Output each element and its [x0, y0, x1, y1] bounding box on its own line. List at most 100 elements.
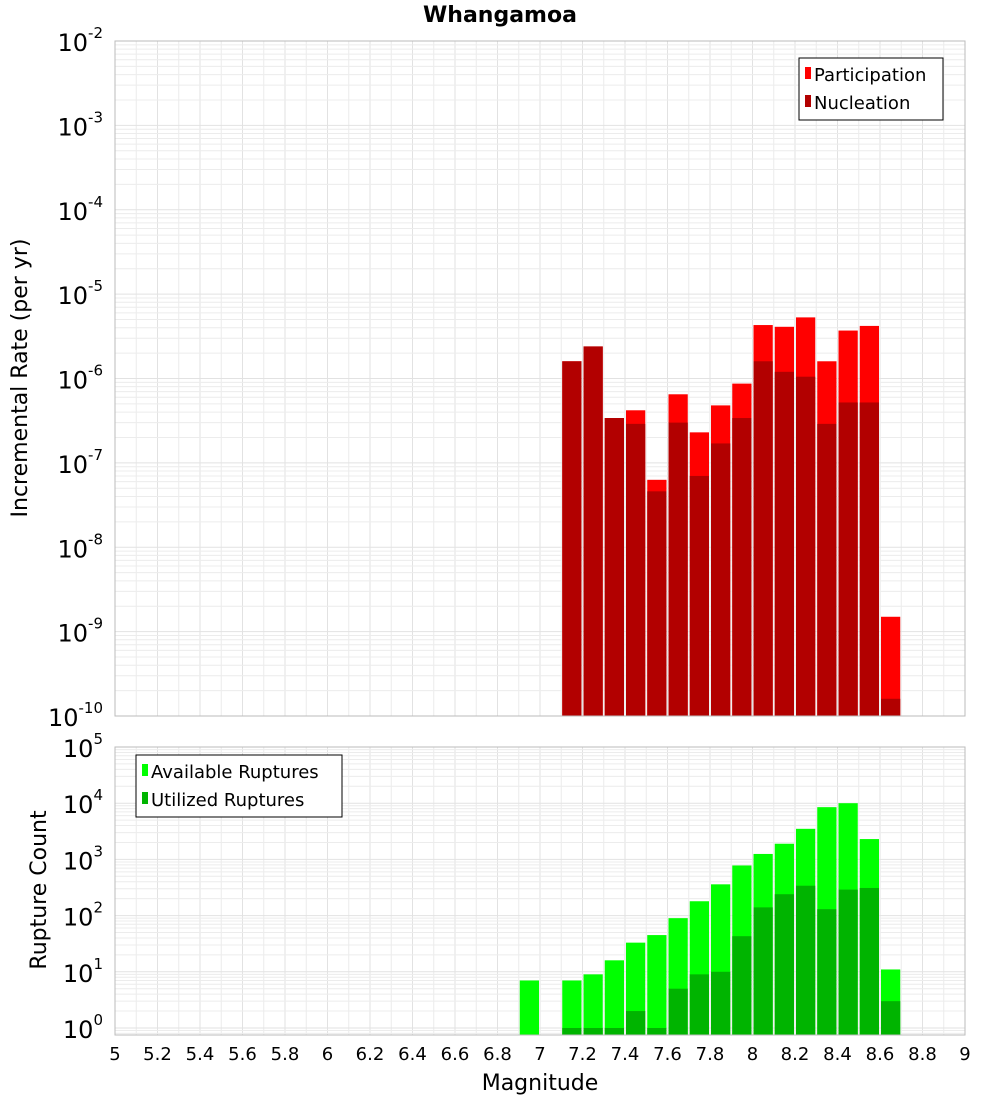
bar [711, 443, 731, 716]
y-tick-labels: 10-10 10-9 10-8 10-7 10-6 10-5 10-4 10-3 10-2 [48, 24, 103, 732]
bar [668, 422, 688, 716]
bar [562, 361, 582, 716]
legend-label: Utilized Ruptures [151, 790, 304, 811]
bar [562, 980, 582, 1035]
x-tick-label: 6.8 [483, 1044, 512, 1065]
x-tick-label: 7.6 [653, 1044, 682, 1065]
bottom-panel: 100 101 102 103 104 105 5 5.2 5.4 5.6 5.8 6 6.2 6.4 6.… [63, 730, 971, 1065]
bar [647, 491, 667, 716]
bar [689, 475, 709, 716]
bar [817, 423, 837, 716]
bar [519, 980, 539, 1035]
x-tick-label: 7.4 [611, 1044, 640, 1065]
x-tick-label: 7.8 [696, 1044, 725, 1065]
y-tick-label: 100 [63, 1011, 103, 1044]
legend-swatch [805, 95, 811, 107]
y-tick-label: 10-9 [57, 615, 103, 648]
top-y-axis-title: Incremental Rate (per yr) [8, 239, 33, 518]
x-tick-label: 5.8 [271, 1044, 300, 1065]
bar [626, 1011, 646, 1035]
x-tick-label: 7.2 [568, 1044, 597, 1065]
bar [838, 402, 858, 716]
legend: Participation Nucleation [798, 57, 944, 121]
series-nucleation [562, 346, 901, 716]
plot-border [114, 40, 966, 717]
bar [689, 974, 709, 1035]
legend-box [135, 754, 343, 818]
bar [604, 418, 624, 716]
y-tick-label: 10-8 [57, 530, 103, 563]
legend-swatch [805, 67, 811, 79]
legend-swatch [142, 764, 148, 776]
y-tick-label: 101 [63, 955, 103, 988]
y-tick-label: 104 [63, 786, 103, 819]
legend-label: Nucleation [814, 93, 910, 114]
bar [583, 1027, 603, 1035]
y-tick-label: 102 [63, 899, 103, 932]
y-tick-label: 105 [63, 730, 103, 763]
bar [647, 935, 667, 1035]
bar [859, 402, 879, 716]
x-tick-label: 6.2 [356, 1044, 385, 1065]
x-tick-label: 8.2 [781, 1044, 810, 1065]
bar [583, 974, 603, 1035]
x-tick-label: 8.4 [823, 1044, 852, 1065]
legend-label: Available Ruptures [151, 762, 319, 783]
x-tick-label: 5 [109, 1044, 120, 1065]
y-tick-label: 10-2 [57, 24, 103, 57]
bar [774, 894, 794, 1035]
x-tick-label: 5.6 [228, 1044, 257, 1065]
x-tick-label: 7 [534, 1044, 545, 1065]
chart-title: Whangamoa [423, 3, 577, 28]
y-tick-label: 10-10 [48, 699, 103, 732]
x-tick-label: 5.4 [186, 1044, 215, 1065]
y-tick-label: 10-3 [57, 108, 103, 141]
x-tick-label: 5.2 [143, 1044, 172, 1065]
bar [796, 376, 816, 716]
bar [647, 1027, 667, 1035]
x-tick-label: 8.8 [908, 1044, 937, 1065]
x-tick-label: 8.6 [866, 1044, 895, 1065]
bar [753, 907, 773, 1035]
bar [796, 885, 816, 1035]
y-tick-labels: 100 101 102 103 104 105 [63, 730, 103, 1044]
bar [774, 371, 794, 716]
bar [711, 971, 731, 1035]
bar [881, 1001, 901, 1035]
series-utilized-ruptures [562, 885, 901, 1035]
bar [753, 361, 773, 716]
x-axis-title: Magnitude [482, 1071, 599, 1096]
legend-swatch [142, 792, 148, 804]
bar [583, 346, 603, 716]
bar [562, 1027, 582, 1035]
bar [626, 423, 646, 716]
y-tick-label: 10-6 [57, 362, 103, 395]
bar [838, 889, 858, 1035]
y-tick-label: 10-5 [57, 277, 103, 310]
y-tick-label: 103 [63, 842, 103, 875]
bar [604, 960, 624, 1035]
bar [859, 887, 879, 1035]
bar [817, 909, 837, 1035]
top-panel: 10-10 10-9 10-8 10-7 10-6 10-5 10-4 10-3 10-2 Par… [48, 24, 966, 732]
legend-box [798, 57, 944, 121]
x-tick-label: 6 [322, 1044, 333, 1065]
bar [732, 418, 752, 716]
x-tick-label: 6.4 [398, 1044, 427, 1065]
bar [732, 936, 752, 1035]
bottom-y-axis-title: Rupture Count [27, 810, 52, 970]
legend: Available Ruptures Utilized Ruptures [135, 754, 343, 818]
y-tick-label: 10-4 [57, 193, 103, 226]
bar [604, 1027, 624, 1035]
x-tick-label: 6.6 [441, 1044, 470, 1065]
x-tick-label: 9 [959, 1044, 970, 1065]
legend-label: Participation [814, 65, 926, 86]
x-tick-label: 8 [747, 1044, 758, 1065]
x-tick-labels: 5 5.2 5.4 5.6 5.8 6 6.2 6.4 6.6 6.8 7 7.2 7.4 7.6 7.8 8… [109, 1044, 970, 1065]
bar [881, 698, 901, 716]
plot-border [114, 746, 966, 1036]
bar [881, 616, 901, 716]
bar [668, 988, 688, 1035]
